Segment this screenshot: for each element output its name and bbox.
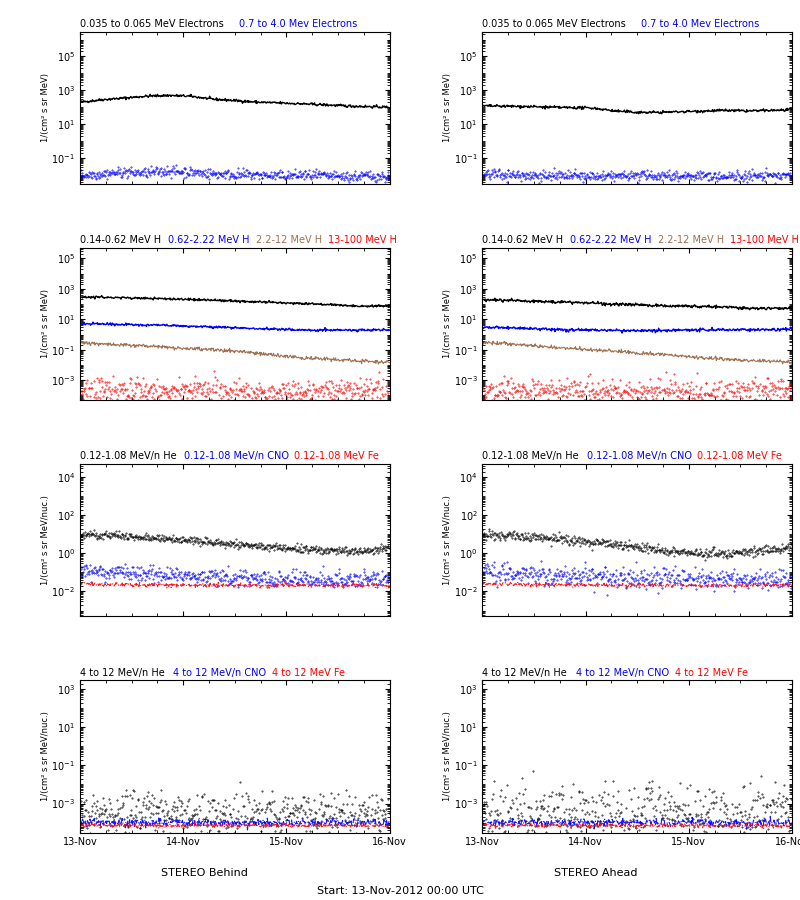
Text: 0.035 to 0.065 MeV Electrons: 0.035 to 0.065 MeV Electrons xyxy=(80,19,230,29)
Text: 0.12-1.08 MeV Fe: 0.12-1.08 MeV Fe xyxy=(294,451,386,462)
Text: 4 to 12 MeV Fe: 4 to 12 MeV Fe xyxy=(674,668,754,678)
Text: 0.7 to 4.0 Mev Electrons: 0.7 to 4.0 Mev Electrons xyxy=(641,19,766,29)
Text: 0.62-2.22 MeV H: 0.62-2.22 MeV H xyxy=(168,235,256,245)
Text: 13-100 MeV H: 13-100 MeV H xyxy=(730,235,800,245)
Text: 0.035 to 0.065 MeV Electrons: 0.035 to 0.065 MeV Electrons xyxy=(482,19,633,29)
Text: Start: 13-Nov-2012 00:00 UTC: Start: 13-Nov-2012 00:00 UTC xyxy=(317,886,483,896)
Y-axis label: 1/(cm² s sr MeV/nuc.): 1/(cm² s sr MeV/nuc.) xyxy=(41,495,50,585)
Text: 0.14-0.62 MeV H: 0.14-0.62 MeV H xyxy=(482,235,570,245)
Text: 4 to 12 MeV/n CNO: 4 to 12 MeV/n CNO xyxy=(576,668,675,678)
Text: 0.12-1.08 MeV/n He: 0.12-1.08 MeV/n He xyxy=(80,451,183,462)
Text: 4 to 12 MeV/n CNO: 4 to 12 MeV/n CNO xyxy=(174,668,273,678)
Text: 0.12-1.08 MeV/n CNO: 0.12-1.08 MeV/n CNO xyxy=(184,451,295,462)
Y-axis label: 1/(cm² s sr MeV): 1/(cm² s sr MeV) xyxy=(41,290,50,358)
Y-axis label: 1/(cm² s sr MeV/nuc.): 1/(cm² s sr MeV/nuc.) xyxy=(41,711,50,801)
Text: 0.62-2.22 MeV H: 0.62-2.22 MeV H xyxy=(570,235,658,245)
Text: 0.12-1.08 MeV/n CNO: 0.12-1.08 MeV/n CNO xyxy=(586,451,698,462)
Text: 13-100 MeV H: 13-100 MeV H xyxy=(328,235,403,245)
Text: 4 to 12 MeV/n He: 4 to 12 MeV/n He xyxy=(80,668,171,678)
Text: 0.7 to 4.0 Mev Electrons: 0.7 to 4.0 Mev Electrons xyxy=(238,19,363,29)
Text: 4 to 12 MeV/n He: 4 to 12 MeV/n He xyxy=(482,668,574,678)
Text: 2.2-12 MeV H: 2.2-12 MeV H xyxy=(256,235,328,245)
Y-axis label: 1/(cm² s sr MeV/nuc.): 1/(cm² s sr MeV/nuc.) xyxy=(443,711,452,801)
Text: STEREO Ahead: STEREO Ahead xyxy=(554,868,638,878)
Text: 0.12-1.08 MeV/n He: 0.12-1.08 MeV/n He xyxy=(482,451,586,462)
Y-axis label: 1/(cm² s sr MeV): 1/(cm² s sr MeV) xyxy=(443,73,452,142)
Text: 2.2-12 MeV H: 2.2-12 MeV H xyxy=(658,235,731,245)
Y-axis label: 1/(cm² s sr MeV): 1/(cm² s sr MeV) xyxy=(41,73,50,142)
Text: 0.14-0.62 MeV H: 0.14-0.62 MeV H xyxy=(80,235,167,245)
Y-axis label: 1/(cm² s sr MeV/nuc.): 1/(cm² s sr MeV/nuc.) xyxy=(443,495,453,585)
Y-axis label: 1/(cm² s sr MeV): 1/(cm² s sr MeV) xyxy=(443,290,452,358)
Text: 4 to 12 MeV Fe: 4 to 12 MeV Fe xyxy=(272,668,351,678)
Text: 0.12-1.08 MeV Fe: 0.12-1.08 MeV Fe xyxy=(697,451,788,462)
Text: STEREO Behind: STEREO Behind xyxy=(161,868,247,878)
